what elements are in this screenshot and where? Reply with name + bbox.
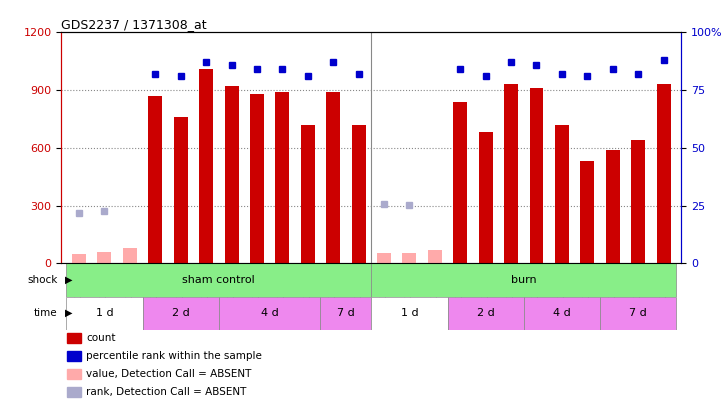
Text: ▶: ▶	[65, 308, 72, 318]
Bar	[199, 69, 213, 263]
Text: ▶: ▶	[65, 275, 72, 285]
Bar	[143, 296, 219, 330]
Bar	[377, 253, 391, 263]
Text: 1 d: 1 d	[96, 308, 113, 318]
Bar	[68, 351, 81, 361]
Bar	[123, 248, 137, 263]
Bar	[68, 369, 81, 379]
Bar	[428, 252, 442, 263]
Text: rank, Detection Call = ABSENT: rank, Detection Call = ABSENT	[86, 387, 247, 397]
Text: 7 d: 7 d	[337, 308, 355, 318]
Bar	[600, 296, 676, 330]
Text: shock: shock	[27, 275, 58, 285]
Bar	[479, 132, 492, 263]
Bar	[149, 96, 162, 263]
Bar	[454, 102, 467, 263]
Bar	[529, 88, 544, 263]
Bar	[428, 250, 442, 263]
Text: 2 d: 2 d	[172, 308, 190, 318]
Bar	[657, 84, 671, 263]
Bar	[97, 252, 112, 263]
Text: value, Detection Call = ABSENT: value, Detection Call = ABSENT	[86, 369, 252, 379]
Bar	[301, 125, 315, 263]
Text: 7 d: 7 d	[629, 308, 647, 318]
Text: count: count	[86, 333, 115, 343]
Text: burn: burn	[511, 275, 536, 285]
Bar	[174, 117, 187, 263]
Bar	[123, 248, 137, 263]
Bar	[326, 92, 340, 263]
Bar	[523, 296, 600, 330]
Text: GDS2237 / 1371308_at: GDS2237 / 1371308_at	[61, 18, 207, 31]
Bar	[61, 263, 681, 302]
Text: time: time	[34, 308, 58, 318]
Text: percentile rank within the sample: percentile rank within the sample	[86, 351, 262, 361]
Bar	[72, 254, 86, 263]
Bar	[224, 86, 239, 263]
Bar	[219, 296, 321, 330]
Text: sham control: sham control	[182, 275, 255, 285]
Text: 4 d: 4 d	[261, 308, 278, 318]
Bar	[448, 296, 523, 330]
Bar	[606, 150, 620, 263]
Bar	[321, 296, 371, 330]
Bar	[631, 140, 645, 263]
Bar	[555, 125, 569, 263]
Bar	[371, 263, 676, 296]
Text: 4 d: 4 d	[553, 308, 571, 318]
Bar	[275, 92, 289, 263]
Bar	[371, 296, 448, 330]
Bar	[580, 161, 594, 263]
Text: 1 d: 1 d	[401, 308, 418, 318]
Bar	[402, 253, 417, 263]
Bar	[352, 125, 366, 263]
Bar	[68, 387, 81, 396]
Bar	[68, 333, 81, 343]
Text: 2 d: 2 d	[477, 308, 495, 318]
Bar	[66, 263, 371, 296]
Bar	[504, 84, 518, 263]
Bar	[250, 94, 264, 263]
Bar	[66, 296, 143, 330]
